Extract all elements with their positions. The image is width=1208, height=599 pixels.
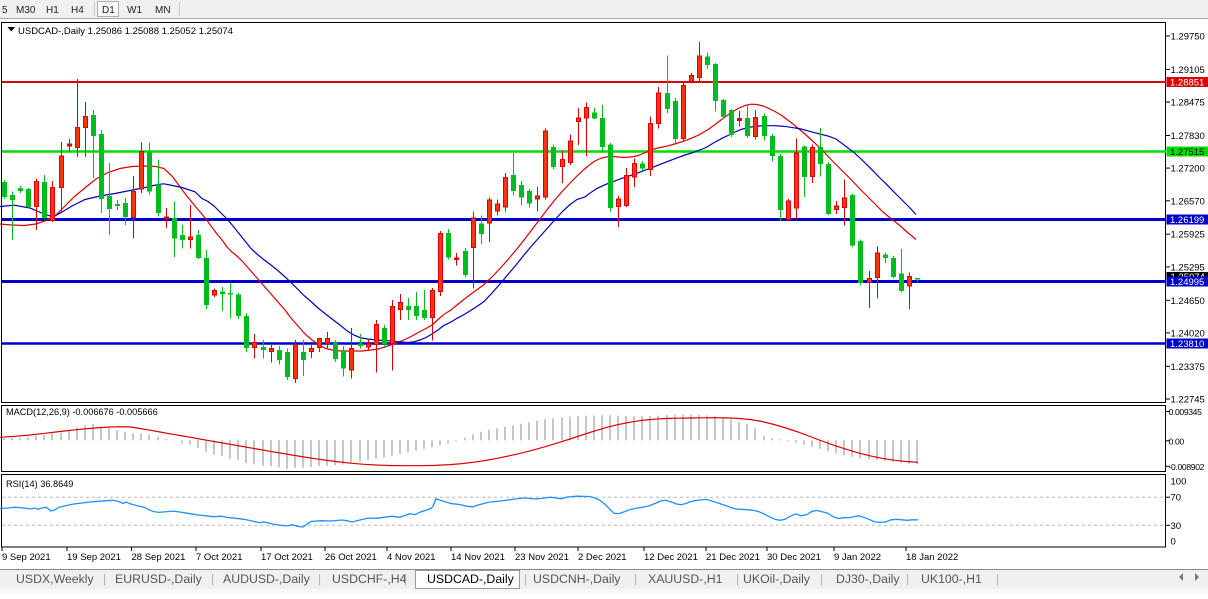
svg-text:30 Dec 2021: 30 Dec 2021 [767,552,821,563]
svg-text:7 Oct 2021: 7 Oct 2021 [196,552,242,563]
svg-text:|: | [211,572,214,586]
svg-text:0.00: 0.00 [1169,436,1185,446]
svg-text:9 Sep 2021: 9 Sep 2021 [2,552,51,563]
svg-text:2 Dec 2021: 2 Dec 2021 [578,552,627,563]
svg-text:UKOil-,Daily: UKOil-,Daily [743,572,811,586]
svg-text:1.22745: 1.22745 [1171,395,1205,406]
svg-text:DJ30-,Daily: DJ30-,Daily [836,572,900,586]
svg-text:W1: W1 [127,5,142,16]
svg-text:USDCAD-,Daily: USDCAD-,Daily [427,572,515,586]
svg-text:|: | [404,572,407,586]
svg-text:|: | [524,572,527,586]
svg-text:0.009345: 0.009345 [1169,407,1203,417]
svg-text:19 Sep 2021: 19 Sep 2021 [67,552,121,563]
svg-text:21 Dec 2021: 21 Dec 2021 [706,552,760,563]
svg-text:1.27830: 1.27830 [1171,131,1205,142]
svg-text:1.24650: 1.24650 [1171,296,1205,307]
svg-text:23 Nov 2021: 23 Nov 2021 [515,552,569,563]
svg-text:|: | [906,572,909,586]
svg-text:28 Sep 2021: 28 Sep 2021 [132,552,186,563]
svg-text:M30: M30 [16,5,36,16]
svg-text:USDCNH-,Daily: USDCNH-,Daily [533,572,621,586]
svg-text:18 Jan 2022: 18 Jan 2022 [906,552,958,563]
svg-text:1.26199: 1.26199 [1170,215,1204,226]
svg-text:1.25925: 1.25925 [1171,230,1205,241]
svg-text:70: 70 [1171,493,1182,504]
svg-text:MACD(12,26,9) -0.006676 -0.005: MACD(12,26,9) -0.006676 -0.005666 [6,407,158,417]
svg-text:USDCHF-,H4: USDCHF-,H4 [332,572,407,586]
svg-text:0: 0 [1171,537,1176,548]
svg-text:1.28475: 1.28475 [1171,98,1205,109]
svg-text:USDX,Weekly: USDX,Weekly [16,572,95,586]
svg-text:AUDUSD-,Daily: AUDUSD-,Daily [223,572,311,586]
svg-text:|: | [820,572,823,586]
svg-text:9 Jan 2022: 9 Jan 2022 [834,552,881,563]
svg-text:-0.008902: -0.008902 [1169,462,1205,472]
svg-text:|: | [318,572,321,586]
svg-text:UK100-,H1: UK100-,H1 [921,572,982,586]
svg-text:17 Oct 2021: 17 Oct 2021 [261,552,313,563]
svg-text:1.24020: 1.24020 [1171,328,1205,339]
svg-text:1.27515: 1.27515 [1170,147,1204,158]
svg-text:D1: D1 [102,5,115,16]
svg-text:H4: H4 [71,5,84,16]
svg-text:1.23810: 1.23810 [1170,339,1204,350]
svg-text:EURUSD-,Daily: EURUSD-,Daily [115,572,203,586]
svg-text:|: | [634,572,637,586]
svg-text:RSI(14) 36.8649: RSI(14) 36.8649 [6,479,73,489]
svg-text:1.26570: 1.26570 [1171,196,1205,207]
svg-text:5: 5 [2,5,8,16]
svg-text:USDCAD-,Daily 1.25086 1.25088: USDCAD-,Daily 1.25086 1.25088 1.25052 1.… [18,26,233,37]
svg-text:1.28851: 1.28851 [1170,78,1204,89]
svg-text:|: | [996,572,999,586]
svg-text:100: 100 [1171,477,1187,488]
svg-text:1.23375: 1.23375 [1171,362,1205,373]
svg-text:|: | [736,572,739,586]
svg-text:4 Nov 2021: 4 Nov 2021 [387,552,436,563]
svg-text:14 Nov 2021: 14 Nov 2021 [451,552,505,563]
svg-text:1.24995: 1.24995 [1170,277,1204,288]
svg-text:1.29105: 1.29105 [1171,65,1205,76]
svg-text:30: 30 [1171,521,1182,532]
svg-text:1.29750: 1.29750 [1171,32,1205,43]
svg-text:XAUUSD-,H1: XAUUSD-,H1 [648,572,723,586]
svg-text:26 Oct 2021: 26 Oct 2021 [325,552,377,563]
svg-text:12 Dec 2021: 12 Dec 2021 [644,552,698,563]
svg-text:MN: MN [155,5,171,16]
svg-text:1.27200: 1.27200 [1171,164,1205,175]
svg-text:H1: H1 [46,5,59,16]
svg-text:|: | [103,572,106,586]
